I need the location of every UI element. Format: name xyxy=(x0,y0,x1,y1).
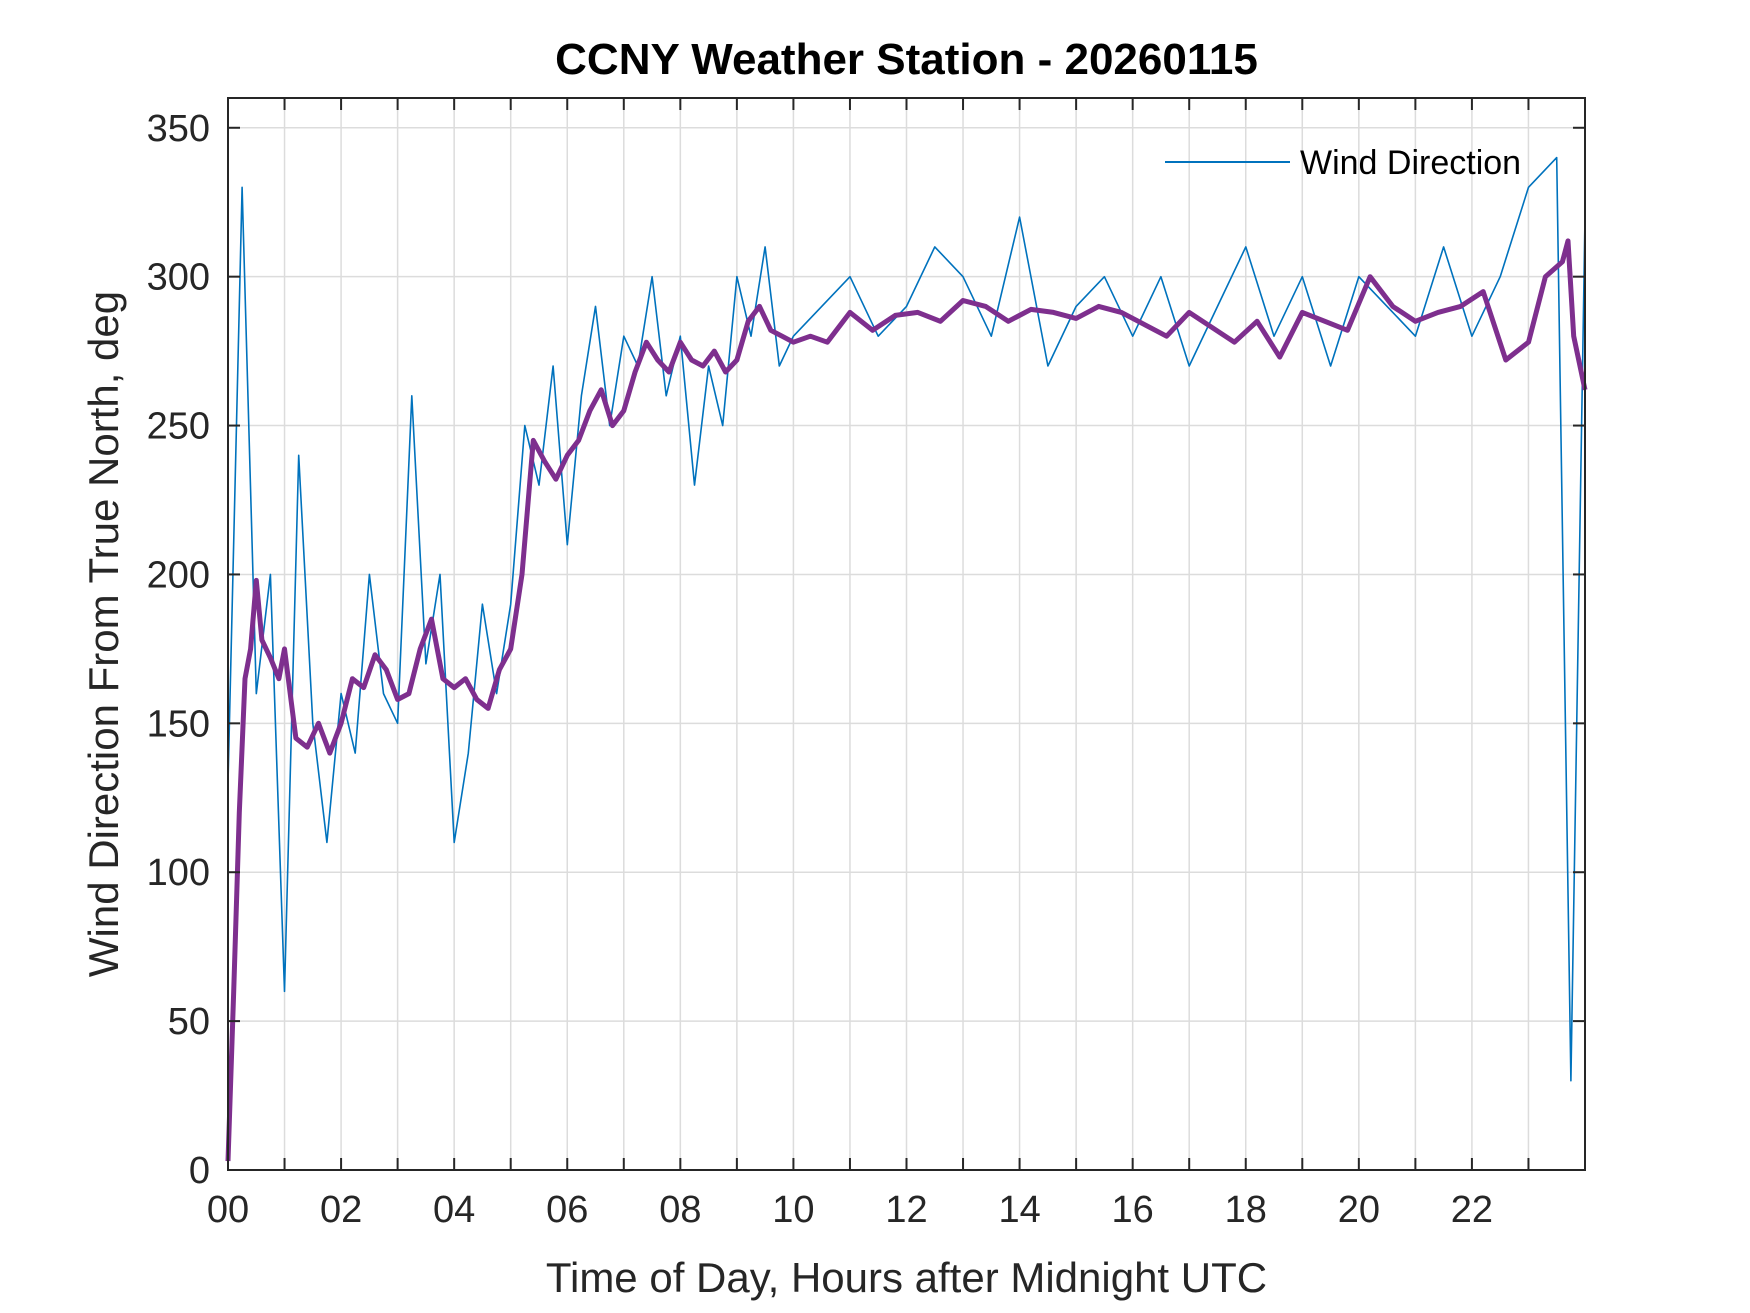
legend: Wind Direction xyxy=(1165,144,1521,182)
x-tick-label: 16 xyxy=(1112,1189,1154,1231)
x-tick-label: 14 xyxy=(998,1189,1040,1231)
x-tick-label: 12 xyxy=(885,1189,927,1231)
series-line-wind-direction xyxy=(227,156,1586,1082)
x-tick-label: 22 xyxy=(1451,1189,1493,1231)
chart-title: CCNY Weather Station - 20260115 xyxy=(555,35,1258,84)
y-tick-label: 0 xyxy=(189,1150,210,1192)
legend-label-wind-direction: Wind Direction xyxy=(1300,144,1521,182)
x-tick-label: 04 xyxy=(433,1189,475,1231)
y-tick-label: 100 xyxy=(147,852,210,894)
y-tick-label: 200 xyxy=(147,554,210,596)
y-tick-label: 300 xyxy=(147,257,210,299)
y-axis-label: Wind Direction From True North, deg xyxy=(80,291,127,977)
y-tick-label: 150 xyxy=(147,703,210,745)
x-tick-label: 02 xyxy=(320,1189,362,1231)
x-tick-label: 10 xyxy=(772,1189,814,1231)
grid xyxy=(228,98,1585,1170)
series-line-smoothed xyxy=(225,238,1588,1162)
x-tick-label: 18 xyxy=(1225,1189,1267,1231)
series xyxy=(225,156,1588,1162)
x-tick-label: 00 xyxy=(207,1189,249,1231)
y-tick-label: 50 xyxy=(168,1001,210,1043)
y-tick-label: 350 xyxy=(147,108,210,150)
ticks: 00 02 04 06 08 10 12 14 16 18 20 22 0 50 100 150 200 250 3… xyxy=(147,98,1586,1231)
y-tick-label: 250 xyxy=(147,406,210,448)
x-axis-label: Time of Day, Hours after Midnight UTC xyxy=(546,1254,1267,1301)
x-tick-label: 08 xyxy=(659,1189,701,1231)
x-tick-label: 06 xyxy=(546,1189,588,1231)
x-tick-label: 20 xyxy=(1338,1189,1380,1231)
